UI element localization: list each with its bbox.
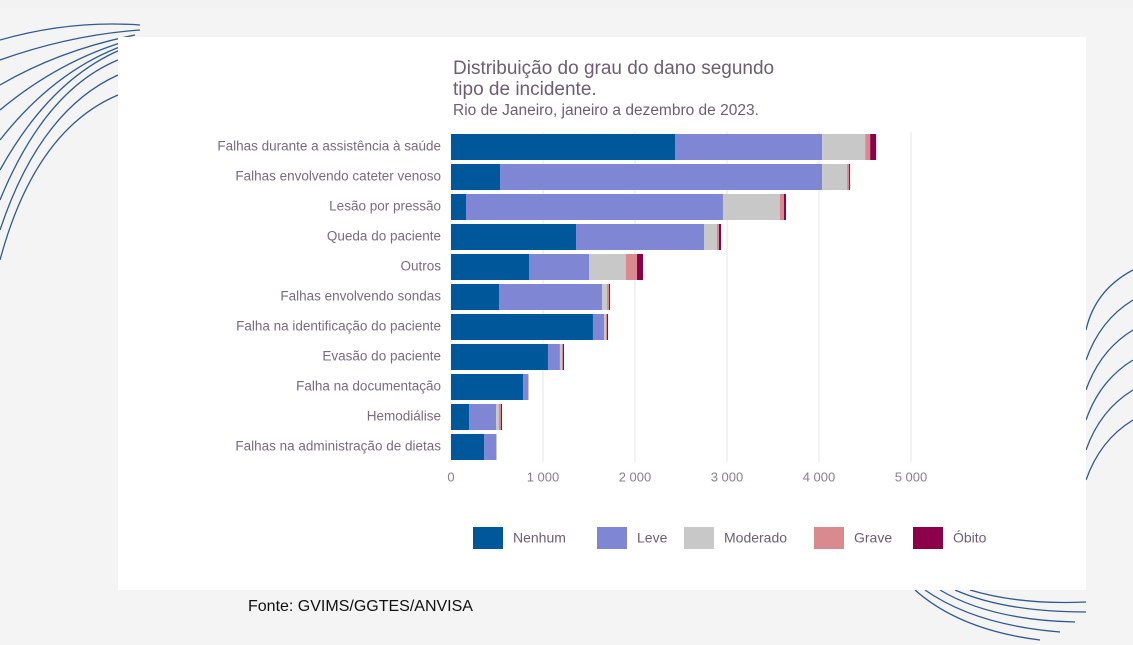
bar-segment [451,134,676,160]
legend-swatch [684,527,714,549]
source: Fonte: GVIMS/GGTES/ANVISA [248,598,473,615]
bar-segment [822,164,848,190]
bar-segment [528,374,530,400]
bar-segment [495,404,500,430]
bar-segment [451,404,470,430]
x-tick-label: 2 000 [619,469,652,484]
legend-label: Grave [854,530,892,546]
legend-label: Leve [637,530,668,546]
bar-segment [576,224,704,250]
bar-segment [451,434,485,460]
bar-segment [675,134,823,160]
bar-segment [499,404,502,430]
x-tick-label: 1 000 [527,469,560,484]
y-tick-label: Falhas na administração de dietas [235,439,441,454]
legend-swatch [473,527,503,549]
bar-segment [602,284,608,310]
y-tick-label: Falhas durante a assistência à saúde [217,139,441,154]
bar-segment [451,254,530,280]
bar-segment [716,224,719,250]
bar-segment [451,224,577,250]
y-tick-label: Lesão por pressão [329,199,441,214]
y-tick-label: Outros [400,259,441,274]
bar-segment [562,344,564,370]
bar-segment [523,374,529,400]
chart-subtitle: Rio de Janeiro, janeiro a dezembro de 20… [453,102,759,119]
bar-segment [559,344,562,370]
bar-segment [637,254,644,280]
bar-segment [870,134,877,160]
bar-segment [609,284,611,310]
bar-segment [451,344,548,370]
bar-segment [547,344,560,370]
bar-segment [451,374,524,400]
bar-segment [722,194,780,220]
bar-segment [704,224,717,250]
bar-segment [779,194,784,220]
bar-segment [501,404,503,430]
bar-segment [865,134,871,160]
bar-segment [783,194,786,220]
x-tick-label: 4 000 [803,469,836,484]
bar-segment [529,254,589,280]
legend-label: Óbito [953,530,987,546]
chart-title: Distribuição do grau do dano segundo tip… [453,58,775,100]
bar-segment [589,254,626,280]
legend-swatch [814,527,844,549]
chart-panel [118,37,1086,590]
y-tick-label: Falhas envolvendo sondas [280,289,441,304]
bar-segment [822,134,866,160]
y-tick-label: Falha na documentação [296,379,441,394]
bar-segment [484,434,496,460]
legend-label: Moderado [724,530,787,546]
y-tick-label: Falhas envolvendo cateter venoso [235,169,441,184]
bar-segment [469,404,496,430]
x-tick-label: 0 [447,469,454,484]
bar-segment [451,314,593,340]
bar-segment [451,164,501,190]
y-tick-label: Hemodiálise [367,409,441,424]
bar-segment [849,164,851,190]
bar-segment [495,434,497,460]
bar-segment [592,314,604,340]
bar-segment [607,314,609,340]
x-tick-label: 3 000 [711,469,744,484]
bar-segment [499,284,603,310]
bar-segment [625,254,638,280]
y-tick-label: Queda do paciente [327,229,441,244]
legend-swatch [913,527,943,549]
x-tick-label: 5 000 [895,469,928,484]
legend-label: Nenhum [513,530,566,546]
bar-segment [603,314,607,340]
bar-segment [465,194,723,220]
bar-segment [561,344,563,370]
y-tick-label: Evasão do paciente [322,349,441,364]
bar-segment [451,284,500,310]
bar-segment [607,284,610,310]
bar-segment [500,164,823,190]
bar-segment [451,194,466,220]
bar-segment [606,314,608,340]
bar-segment [847,164,850,190]
y-tick-label: Falha na identificação do paciente [236,319,441,334]
bar-segment [718,224,722,250]
legend-swatch [597,527,627,549]
